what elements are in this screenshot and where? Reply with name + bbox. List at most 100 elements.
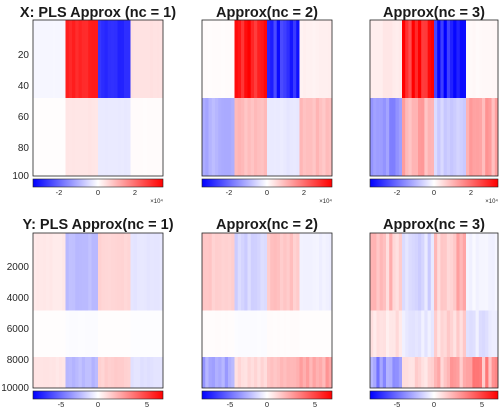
heatmap-cell [153,233,157,311]
heatmap-cell [469,233,473,311]
heatmap-cell [443,357,448,388]
heatmap-cell [130,98,135,176]
heatmap-cell [302,310,307,357]
colorbar-tick-label: 5 [313,400,317,409]
heatmap-cell [146,98,151,176]
heatmap-cell [424,20,428,98]
heatmap-cell [299,233,304,311]
heatmap-cell [218,20,222,98]
heatmap-cell [379,20,384,98]
heatmap-cell [459,310,464,357]
heatmap-cell [94,310,99,357]
heatmap-cell [153,357,157,388]
heatmap-cell [405,20,409,98]
heatmap-cell [221,233,226,311]
heatmap-cell [159,20,164,98]
heatmap-cell [117,233,122,311]
heatmap-cell [59,20,63,98]
heatmap-cell [293,310,297,357]
heatmap-cell [78,20,83,98]
heatmap-cell [296,233,300,311]
heatmap-cell [309,233,313,311]
plot-frame [201,19,333,177]
heatmap-cell [459,20,464,98]
heatmap-cell [263,20,268,98]
heatmap-cell [254,20,258,98]
heatmap-cell [156,98,161,176]
heatmap-cell [36,98,40,176]
heatmap-cell [491,20,496,98]
heatmap-cell [208,98,213,176]
heatmap-cell [276,98,281,176]
heatmap-cell [482,357,486,388]
heatmap-cell [215,310,219,357]
heatmap-cell [456,98,460,176]
heatmap-cell [421,357,425,388]
heatmap-cell [296,20,300,98]
heatmap-cell [237,310,242,357]
heatmap-cell [427,357,432,388]
heatmap-cell [247,233,252,311]
heatmap-cell [488,310,492,357]
heatmap-cell [434,357,438,388]
heatmap-cell [319,20,323,98]
heatmap-cell [114,98,118,176]
heatmap-cell [402,20,406,98]
heatmap-cell [127,98,131,176]
heatmap-cell [267,357,271,388]
heatmap-cell [472,20,476,98]
heatmap-cell [450,233,454,311]
heatmap-cell [91,98,96,176]
heatmap-cell [286,357,291,388]
heatmap-cell [224,233,229,311]
heatmap-cell [247,98,252,176]
heatmap-cell [434,310,438,357]
heatmap-cell [376,98,380,176]
heatmap-cell [150,357,154,388]
heatmap-cell [312,357,317,388]
heatmap-cell [424,98,428,176]
heatmap-cell [49,357,53,388]
heatmap-cell [72,98,76,176]
y-axis: 2000 4000 6000 8000 10000 [1,262,29,394]
heatmap-cell [389,310,393,357]
heatmap-cell [49,310,53,357]
heatmap-cell [302,98,307,176]
heatmap-cell [124,310,128,357]
heatmap-cell [418,233,422,311]
heatmap-cell [376,20,380,98]
heatmap-cell [459,233,464,311]
heatmap-cell [39,357,44,388]
heatmap-cell [411,357,416,388]
heatmap-cell [488,20,492,98]
heatmap-cell [218,310,222,357]
heatmap-cell [120,20,125,98]
y-tick-label: 20 [18,50,30,61]
heatmap-cell [405,357,409,388]
heatmap-cell [283,357,287,388]
heatmap-cell [405,98,409,176]
heatmap-cell [137,310,141,357]
heatmap-cell [370,233,374,311]
heatmap-cell [411,20,416,98]
heatmap-cell [437,357,441,388]
heatmap-cell [104,310,109,357]
heatmap-cell [153,20,157,98]
heatmap-cell [263,233,268,311]
heatmap-cell [370,310,374,357]
heatmap-cell [494,310,499,357]
heatmap-cell [111,98,115,176]
heatmap-cell [270,357,274,388]
heatmap-cell [234,310,239,357]
heatmap-cell [453,98,457,176]
heatmap-cell [224,310,229,357]
heatmap-cell [234,20,239,98]
heatmap-cell [215,357,219,388]
heatmap-cell [78,98,83,176]
colorbar-tick-label: 0 [96,188,100,197]
heatmap-cell [440,357,444,388]
heatmap-cell [241,233,245,311]
heatmap-cell [55,20,60,98]
heatmap-cell [114,357,118,388]
y-tick-label: 60 [18,112,30,123]
